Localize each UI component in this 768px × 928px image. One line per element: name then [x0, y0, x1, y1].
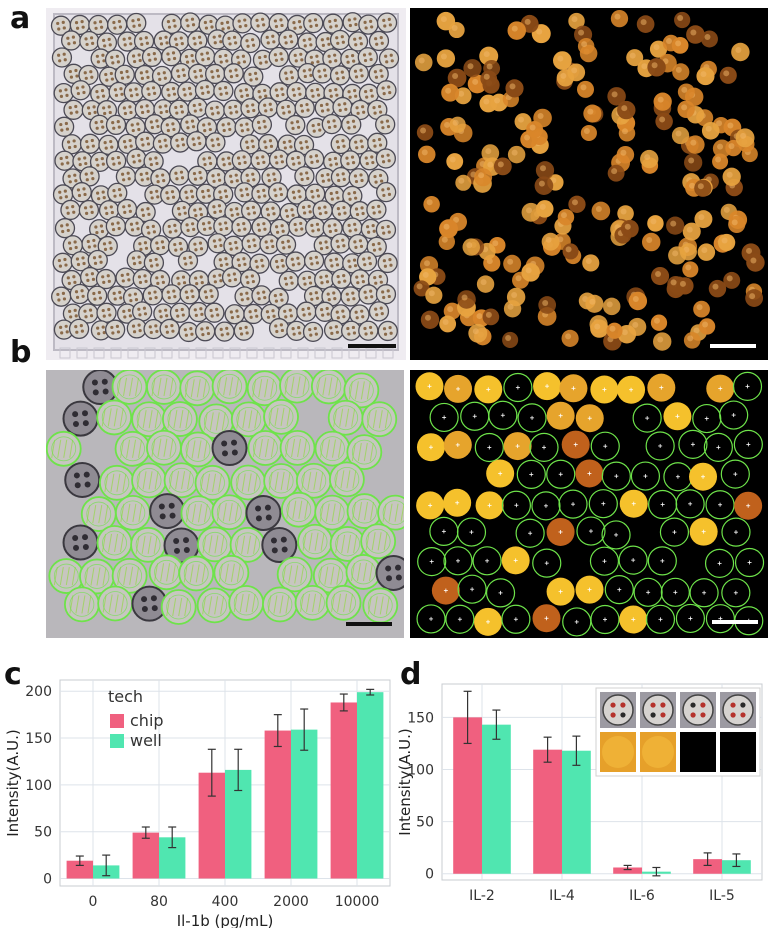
error-bar-chip-IL-6 [623, 864, 632, 871]
y-tick-label: 150 [407, 710, 434, 726]
legend-title: tech [108, 687, 143, 706]
fluorescent-bead-field [413, 9, 765, 351]
bar-well-10000 [357, 692, 384, 879]
chart-d-cytokine-intensity: 0 50 100 150 IL-2 IL-4 IL-6 IL-5 Intensity(A.U.) [396, 683, 763, 904]
x-tick-label: 80 [150, 894, 168, 910]
bar-chip-80 [132, 832, 159, 879]
y-axis-label: Intensity(A.U.) [396, 728, 414, 836]
y-tick-label: 50 [34, 825, 52, 841]
legend-label-chip: chip [130, 711, 164, 730]
bar-well-IL-4 [562, 750, 591, 874]
x-tick-label: 400 [212, 894, 239, 910]
bar-well-IL-2 [482, 724, 511, 874]
legend-swatch-chip [110, 714, 124, 728]
y-tick-label: 200 [25, 684, 52, 700]
error-bar-well-IL-4 [572, 735, 581, 766]
x-tick-label: 2000 [273, 894, 309, 910]
error-bar-well-IL-5 [732, 853, 741, 868]
y-tick-label: 150 [25, 731, 52, 747]
x-axis-label: Il-1b (pg/mL) [177, 912, 274, 928]
brightfield-micrograph [46, 8, 406, 360]
error-bar-well-400 [234, 748, 243, 792]
panel-label-a: a [10, 1, 31, 36]
error-bar-chip-IL-2 [463, 690, 472, 745]
segmented-bead-field [46, 370, 404, 625]
panel-label-c: c [4, 657, 22, 692]
bar-chip-10000 [330, 702, 357, 879]
bar-chip-IL-6 [613, 867, 642, 874]
inset-fluorescence-thumb [680, 732, 716, 772]
error-bar-chip-2000 [273, 714, 282, 748]
inset-bead-thumbnails [595, 687, 761, 777]
error-bar-chip-400 [207, 748, 216, 797]
error-bar-chip-IL-5 [703, 852, 712, 867]
inset-fluorescence-thumb [720, 732, 756, 772]
error-bar-well-2000 [300, 708, 309, 751]
error-bar-chip-0 [75, 855, 84, 866]
bar-chip-0 [66, 860, 93, 879]
y-tick-label: 100 [407, 762, 434, 778]
segmented-brightfield-micrograph [46, 370, 404, 638]
segmented-fluorescence-micrograph [410, 370, 768, 638]
segmented-fluorescent-bead-field [415, 371, 765, 637]
y-tick-label: 0 [43, 872, 52, 888]
error-bar-well-10000 [366, 688, 375, 696]
error-bar-well-IL-2 [492, 709, 501, 740]
panel-b-fluorescence-image [410, 370, 768, 638]
error-bar-well-80 [168, 826, 177, 849]
legend-swatch-well [110, 734, 124, 748]
x-tick-label: IL-5 [709, 888, 735, 904]
panel-b-brightfield-image [46, 370, 404, 638]
x-tick-label: IL-2 [469, 888, 495, 904]
scale-bar [712, 620, 758, 624]
error-bar-chip-10000 [339, 693, 348, 712]
error-bar-chip-80 [141, 826, 150, 839]
x-tick-label: IL-4 [549, 888, 575, 904]
y-axis-label: Intensity(A.U.) [4, 729, 22, 837]
y-tick-label: 0 [425, 867, 434, 883]
bar-chip-IL-5 [693, 859, 722, 874]
error-bar-well-IL-6 [652, 866, 661, 877]
bar-well-2000 [291, 729, 318, 879]
scale-bar [710, 344, 756, 348]
panel-label-b: b [10, 335, 32, 370]
y-tick-label: 50 [416, 815, 434, 831]
fluorescence-micrograph [410, 8, 768, 360]
x-tick-label: 10000 [335, 894, 380, 910]
scale-bar [348, 344, 396, 348]
bead-field [50, 12, 400, 343]
bar-chip-IL-4 [533, 749, 562, 874]
error-bar-well-0 [102, 854, 111, 877]
scale-bar [346, 622, 392, 626]
x-tick-label: IL-6 [629, 888, 655, 904]
y-tick-label: 100 [25, 778, 52, 794]
panel-a-fluorescence-image [410, 8, 768, 360]
error-bar-chip-IL-4 [543, 736, 552, 763]
panel-label-d: d [400, 657, 422, 692]
x-tick-label: 0 [89, 894, 98, 910]
legend-label-well: well [130, 731, 162, 750]
panel-a-brightfield-image [46, 8, 406, 360]
bar-chip-2000 [264, 730, 291, 879]
